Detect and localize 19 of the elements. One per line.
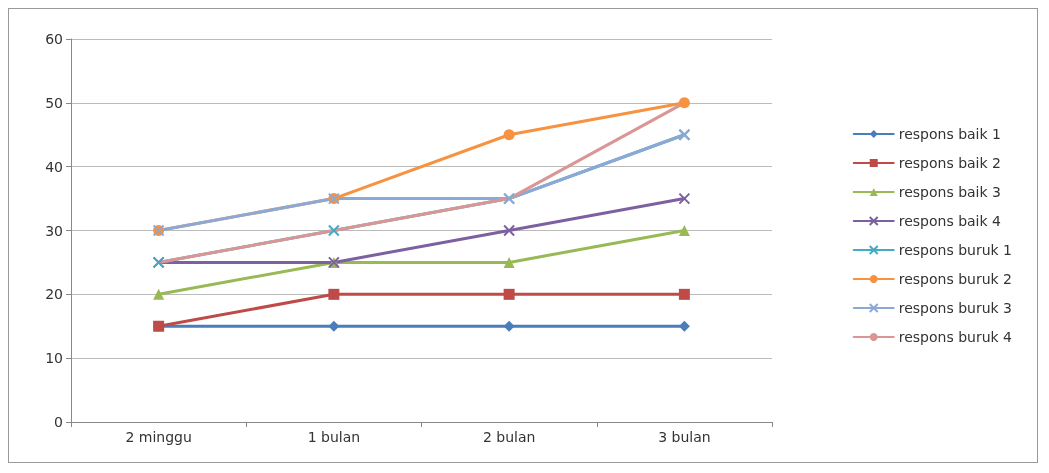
y-tick-label: 40 (45, 158, 63, 175)
y-tick-label: 20 (45, 286, 63, 303)
legend-label: respons buruk 2 (898, 271, 1012, 287)
y-tick-label: 30 (45, 222, 63, 239)
legend-label: respons baik 2 (898, 155, 1001, 171)
y-tick-label: 0 (54, 414, 63, 430)
x-tick-label: 3 bulan (658, 429, 711, 445)
legend-label: respons buruk 4 (898, 329, 1013, 345)
legend-label: respons baik 3 (898, 184, 1001, 200)
x-tick-label: 2 bulan (482, 429, 536, 445)
x-tick-label: 2 minggu (125, 429, 192, 445)
legend-label: respons buruk 3 (898, 300, 1012, 316)
x-tick-label: 1 bulan (307, 429, 361, 445)
legend-label: respons baik 4 (898, 213, 1002, 229)
y-tick-label: 60 (45, 31, 63, 47)
legend-label: respons baik 1 (898, 126, 1001, 142)
y-tick-label: 10 (45, 350, 63, 367)
y-tick-label: 50 (45, 94, 63, 111)
legend-label: respons buruk 1 (898, 242, 1012, 258)
